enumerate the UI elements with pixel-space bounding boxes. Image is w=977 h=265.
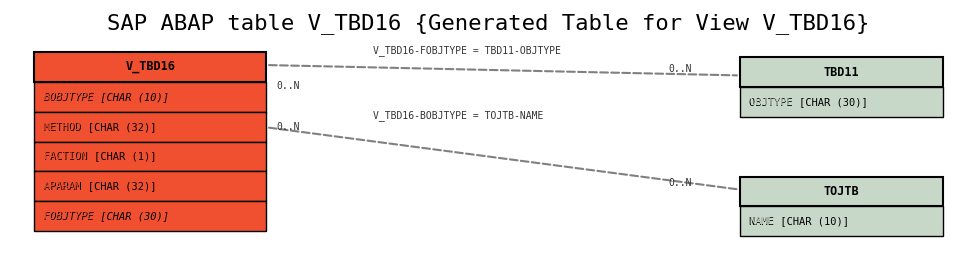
Text: V_TBD16-BOBJTYPE = TOJTB-NAME: V_TBD16-BOBJTYPE = TOJTB-NAME [372, 110, 543, 121]
Text: 0..N: 0..N [668, 64, 692, 74]
FancyBboxPatch shape [34, 171, 267, 201]
Text: SAP ABAP table V_TBD16 {Generated Table for View V_TBD16}: SAP ABAP table V_TBD16 {Generated Table … [107, 13, 870, 34]
Text: TOJTB: TOJTB [824, 185, 859, 198]
Text: V_TBD16-FOBJTYPE = TBD11-OBJTYPE: V_TBD16-FOBJTYPE = TBD11-OBJTYPE [372, 45, 561, 56]
Text: TBD11: TBD11 [824, 66, 859, 79]
Text: FACTION [CHAR (1)]: FACTION [CHAR (1)] [44, 152, 156, 161]
Text: V_TBD16: V_TBD16 [125, 60, 175, 73]
Text: METHOD [CHAR (32)]: METHOD [CHAR (32)] [44, 122, 156, 132]
Text: NAME: NAME [749, 216, 775, 226]
FancyBboxPatch shape [34, 112, 267, 142]
Text: APARAM [CHAR (32)]: APARAM [CHAR (32)] [44, 181, 156, 191]
Text: BOBJTYPE: BOBJTYPE [44, 92, 94, 102]
Text: FACTION: FACTION [44, 152, 88, 161]
Text: METHOD: METHOD [44, 122, 81, 132]
Text: 0..N: 0..N [668, 178, 692, 188]
FancyBboxPatch shape [34, 201, 267, 231]
FancyBboxPatch shape [740, 176, 943, 206]
FancyBboxPatch shape [34, 52, 267, 82]
Text: FOBJTYPE [CHAR (30)]: FOBJTYPE [CHAR (30)] [44, 211, 169, 221]
FancyBboxPatch shape [34, 142, 267, 171]
Text: OBJTYPE: OBJTYPE [749, 97, 793, 107]
Text: APARAM: APARAM [44, 181, 81, 191]
Text: BOBJTYPE [CHAR (10)]: BOBJTYPE [CHAR (10)] [44, 92, 169, 102]
FancyBboxPatch shape [740, 87, 943, 117]
FancyBboxPatch shape [34, 82, 267, 112]
Text: OBJTYPE [CHAR (30)]: OBJTYPE [CHAR (30)] [749, 97, 869, 107]
FancyBboxPatch shape [740, 206, 943, 236]
Text: NAME [CHAR (10)]: NAME [CHAR (10)] [749, 216, 849, 226]
Text: 0..N: 0..N [276, 81, 299, 91]
Text: FOBJTYPE: FOBJTYPE [44, 211, 94, 221]
Text: 0..N: 0..N [276, 122, 299, 132]
FancyBboxPatch shape [740, 57, 943, 87]
